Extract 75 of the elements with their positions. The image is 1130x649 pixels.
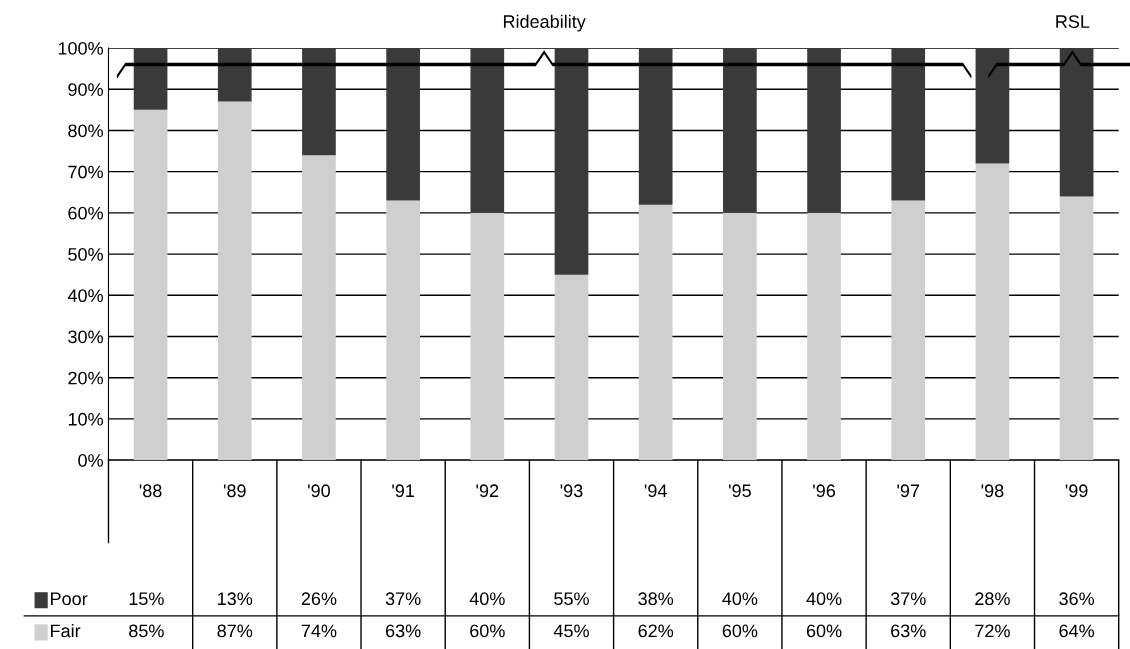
data-label: 28% (975, 592, 1010, 606)
y-tick-label: 90% (68, 83, 103, 96)
bar (638, 48, 673, 205)
bar (975, 163, 1010, 461)
legend-label: Poor (51, 592, 88, 606)
data-label: 63% (891, 624, 926, 638)
bar (723, 48, 757, 213)
y-tick-label: 10% (68, 412, 103, 426)
bar (386, 48, 420, 201)
data-label: 26% (301, 592, 337, 606)
bar (807, 212, 841, 461)
x-tick-label: '88 (139, 484, 162, 498)
x-tick-label: '99 (1065, 484, 1088, 498)
bar (217, 101, 252, 461)
bar (891, 200, 926, 461)
data-label: 62% (638, 624, 674, 638)
data-label: 36% (1059, 592, 1095, 606)
y-tick-label: 30% (68, 330, 103, 344)
x-tick-label: '94 (644, 484, 667, 498)
x-tick-label: '98 (981, 484, 1004, 498)
legend-label: Fair (51, 623, 81, 638)
x-tick-label: '92 (476, 484, 499, 498)
y-tick-label: 20% (68, 371, 103, 385)
bar (470, 48, 505, 213)
data-label: 60% (722, 624, 758, 638)
y-tick-label: 100% (58, 41, 103, 55)
x-tick-label: '89 (223, 484, 246, 498)
x-tick-label: '97 (897, 484, 920, 498)
data-label: 72% (975, 624, 1010, 638)
data-label: 40% (469, 592, 505, 606)
bar (554, 48, 589, 275)
y-tick-label: 40% (67, 289, 103, 303)
data-label: 38% (638, 592, 674, 606)
data-label: 13% (218, 592, 253, 606)
bar (386, 200, 420, 461)
data-label: 74% (301, 624, 337, 638)
data-label: 45% (553, 624, 589, 638)
bar (638, 204, 673, 461)
bar (217, 48, 252, 102)
data-label: 37% (890, 592, 926, 606)
data-label: 55% (554, 592, 589, 606)
x-tick-label: '95 (729, 484, 751, 498)
bar (1059, 48, 1094, 197)
data-label: 87% (217, 624, 253, 638)
bar (891, 48, 926, 201)
bar (807, 48, 841, 213)
bar (975, 48, 1010, 164)
y-tick-label: 70% (68, 165, 103, 179)
bar (723, 212, 757, 461)
bar (133, 109, 168, 461)
data-label: 85% (129, 624, 164, 638)
y-tick-label: 80% (68, 124, 103, 138)
data-label: 63% (385, 624, 421, 638)
data-label: 40% (722, 592, 758, 606)
data-label: 15% (129, 592, 164, 606)
text: Rideability (503, 14, 586, 32)
y-tick-label: 0% (78, 454, 103, 467)
bar (302, 155, 336, 461)
bar (302, 48, 336, 156)
x-tick-label: '90 (308, 484, 330, 498)
data-label: 60% (806, 624, 842, 638)
y-tick-label: 60% (68, 206, 103, 220)
data-label: 64% (1059, 624, 1095, 638)
bar (1059, 196, 1094, 461)
data-label: 40% (806, 592, 842, 606)
x-tick-label: '93 (560, 484, 583, 498)
bar (554, 274, 589, 461)
bar (133, 48, 168, 110)
x-tick-label: '96 (813, 484, 836, 498)
text: RSL (1056, 15, 1090, 28)
x-tick-label: '91 (392, 484, 415, 498)
data-label: 37% (385, 592, 421, 606)
data-label: 60% (470, 624, 505, 638)
bar (470, 212, 505, 461)
y-tick-label: 50% (68, 248, 103, 261)
